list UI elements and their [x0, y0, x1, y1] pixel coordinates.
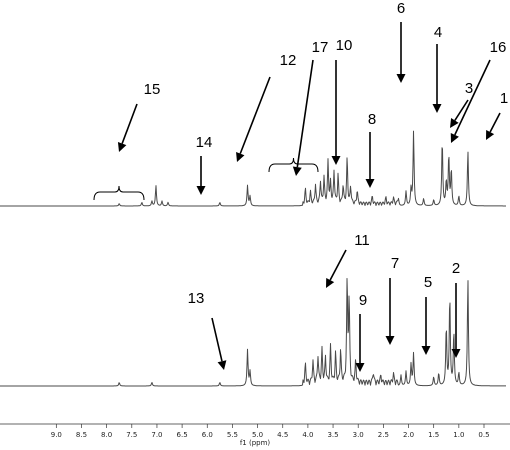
x-tick-label: 1.0 — [453, 431, 464, 439]
peak-label-12: 12 — [280, 52, 297, 69]
arrow-head-1 — [486, 129, 495, 140]
peak-label-4: 4 — [434, 24, 442, 41]
arrow-12 — [239, 76, 271, 154]
arrow-head-9 — [355, 363, 365, 372]
x-tick-label: 4.5 — [277, 431, 288, 439]
top-spectrum — [0, 130, 506, 207]
x-tick-label: 4.0 — [302, 431, 313, 439]
x-tick-label: 3.0 — [353, 431, 364, 439]
arrow-head-5 — [421, 346, 431, 355]
peak-label-13: 13 — [188, 290, 205, 307]
arrow-head-8 — [365, 179, 375, 188]
x-tick-label: 8.0 — [101, 431, 112, 439]
x-tick-label: 2.0 — [403, 431, 414, 439]
bracket-15 — [93, 185, 145, 201]
arrow-head-11 — [326, 277, 335, 288]
peak-label-10: 10 — [336, 37, 353, 54]
peak-label-16: 16 — [490, 39, 507, 56]
x-tick-label: 7.5 — [126, 431, 137, 439]
x-tick-label: 8.5 — [76, 431, 87, 439]
arrow-head-7 — [385, 336, 395, 345]
arrow-head-12 — [236, 151, 245, 162]
arrow-head-15 — [117, 141, 127, 152]
x-tick-label: 3.5 — [327, 431, 338, 439]
arrow-head-2 — [451, 349, 461, 358]
peak-label-11: 11 — [354, 232, 370, 249]
peak-label-8: 8 — [368, 111, 376, 128]
x-tick-label: 5.5 — [227, 431, 238, 439]
x-tick-label: 6.0 — [202, 431, 213, 439]
arrow-head-3 — [450, 117, 459, 128]
arrow-13 — [211, 317, 223, 362]
x-tick-label: 1.5 — [428, 431, 439, 439]
peak-label-6: 6 — [397, 0, 405, 17]
peak-label-2: 2 — [452, 260, 460, 277]
arrow-16 — [454, 59, 491, 136]
x-tick-label: 0.5 — [478, 431, 489, 439]
arrow-3 — [454, 99, 469, 121]
x-tick-label: 7.0 — [151, 431, 162, 439]
peak-label-9: 9 — [359, 292, 367, 309]
arrow-head-14 — [196, 186, 206, 195]
x-axis-ticks: 9.0 8.5 8.0 7.5 7.0 6.5 6.0 5.5 5.0 4.5 4.0 3.5 3.0 2… — [51, 424, 490, 439]
x-tick-label: 2.5 — [378, 431, 389, 439]
arrow-head-13 — [217, 360, 227, 370]
arrow-head-16 — [450, 132, 459, 143]
peak-label-3: 3 — [465, 80, 473, 97]
arrow-11 — [329, 249, 347, 281]
x-tick-label: 5.0 — [252, 431, 263, 439]
arrow-head-6 — [396, 74, 406, 83]
arrow-head-17 — [292, 166, 302, 176]
arrow-head-10 — [331, 156, 341, 165]
peak-label-7: 7 — [391, 255, 399, 272]
arrow-17 — [296, 59, 314, 168]
peak-label-17: 17 — [312, 39, 329, 56]
peak-label-15: 15 — [144, 81, 161, 98]
peak-label-5: 5 — [424, 274, 432, 291]
arrow-15 — [121, 103, 138, 144]
peak-label-1: 1 — [500, 90, 508, 107]
top-spectrum-trace — [0, 130, 506, 207]
bracket-12 — [268, 157, 319, 173]
x-tick-label: 6.5 — [177, 431, 188, 439]
bottom-spectrum-trace — [0, 278, 506, 387]
x-axis-title: f1 (ppm) — [240, 439, 271, 447]
x-axis: 9.0 8.5 8.0 7.5 7.0 6.5 6.0 5.5 5.0 4.5 4.0 3.5 3.0 2… — [0, 423, 510, 447]
arrow-head-4 — [432, 104, 442, 113]
x-tick-label: 9.0 — [51, 431, 62, 439]
bottom-spectrum — [0, 278, 506, 387]
peak-label-14: 14 — [196, 134, 213, 151]
arrow-1 — [489, 112, 501, 133]
